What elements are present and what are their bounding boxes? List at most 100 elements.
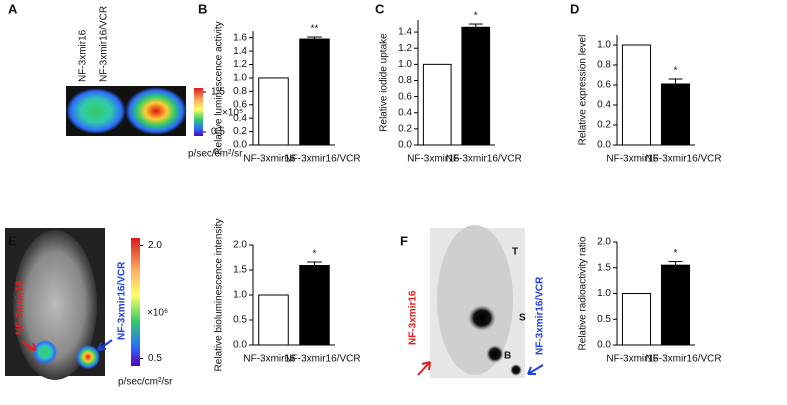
panel-label: F — [400, 233, 408, 248]
y-tick-label: 1.2 — [233, 59, 247, 70]
y-tick-label: 0.0 — [233, 140, 247, 151]
y-axis-label: Relative expression level — [578, 35, 589, 146]
colorbar-unit: p/sec/cm²/sr — [118, 377, 173, 388]
y-tick-label: 1.0 — [398, 59, 412, 70]
y-tick-label: 0.0 — [398, 140, 412, 151]
y-tick-label: 1.0 — [597, 288, 611, 299]
y-tick-label: 1.5 — [597, 262, 611, 273]
bar — [422, 63, 452, 146]
y-tick-label: 0.2 — [398, 124, 412, 135]
arrow — [21, 341, 37, 351]
colorbar — [131, 238, 140, 366]
image-label: NF-3xmir16/VCR — [117, 261, 128, 340]
bar — [299, 265, 330, 346]
colorbar-tick-label: 0.5 — [211, 127, 225, 138]
panel-label: C — [375, 1, 385, 16]
x-tick-label: NF-3xmir16/VCR — [284, 154, 360, 165]
y-tick-label: 0.8 — [398, 75, 412, 86]
panel-label: E — [8, 233, 17, 248]
bar — [461, 26, 491, 146]
panel-label: B — [198, 1, 207, 16]
spot — [510, 364, 522, 376]
spot — [486, 345, 504, 363]
colorbar — [194, 88, 203, 136]
significance: ** — [311, 24, 319, 35]
colorbar-multiplier: ×10⁵ — [222, 108, 243, 119]
arrow — [417, 361, 431, 376]
bar — [660, 264, 691, 346]
y-tick-label: 0.8 — [597, 60, 611, 71]
y-tick-label: 2.0 — [233, 240, 247, 251]
y-tick-label: 0.5 — [597, 314, 611, 325]
y-tick-label: 1.0 — [233, 73, 247, 84]
spot — [468, 305, 496, 331]
y-axis-label: Relative bioluminescence intensity — [214, 219, 225, 372]
x-tick-label: NF-3xmir16 — [407, 154, 460, 165]
y-tick-label: 0.6 — [398, 91, 412, 102]
image-label: NF-3xmir16 — [15, 280, 26, 335]
significance: * — [674, 66, 678, 77]
y-tick-label: 1.6 — [233, 32, 247, 43]
bar — [258, 294, 289, 346]
signal — [76, 345, 100, 369]
y-tick-label: 0.6 — [597, 80, 611, 91]
signal — [125, 87, 187, 135]
x-tick-label: NF-3xmir16 — [243, 354, 296, 365]
y-axis-label: Relative radioactivity ratio — [578, 236, 589, 350]
image-label: NF-3xmir16/VCR — [535, 276, 546, 355]
x-tick-label: NF-3xmir16 — [606, 154, 659, 165]
image-label: NF-3xmir16 — [78, 29, 89, 82]
y-tick-label: 0.4 — [597, 100, 611, 111]
y-tick-label: 0.5 — [233, 315, 247, 326]
colorbar-tick-label: 2.0 — [148, 240, 162, 251]
signal — [66, 88, 126, 134]
y-tick-label: 0.2 — [233, 126, 247, 137]
x-tick-label: NF-3xmir16/VCR — [284, 354, 360, 365]
colorbar-multiplier: ×10⁶ — [147, 308, 168, 319]
colorbar-tick-label: 0.5 — [148, 353, 162, 364]
x-tick-label: NF-3xmir16/VCR — [645, 354, 721, 365]
y-tick-label: 0.8 — [233, 86, 247, 97]
y-tick-label: 1.4 — [398, 27, 412, 38]
significance: * — [674, 248, 678, 259]
image-label: NF-3xmir16/VCR — [99, 6, 110, 82]
y-axis-label: Relative iodide uptake — [379, 33, 390, 132]
bar — [660, 83, 691, 146]
x-tick-label: NF-3xmir16 — [606, 354, 659, 365]
y-tick-label: 0.6 — [233, 99, 247, 110]
organ-label: S — [519, 313, 526, 324]
x-tick-label: NF-3xmir16 — [243, 154, 296, 165]
organ-label: T — [512, 247, 518, 258]
colorbar-tick-label: 1.5 — [211, 87, 225, 98]
y-tick-label: 1.0 — [233, 290, 247, 301]
bar — [299, 38, 330, 146]
arrow — [97, 339, 113, 351]
y-tick-label: 1.4 — [233, 46, 247, 57]
x-tick-label: NF-3xmir16/VCR — [645, 154, 721, 165]
y-tick-label: 0.2 — [597, 120, 611, 131]
panel-label: A — [8, 1, 18, 16]
y-tick-label: 0.4 — [398, 107, 412, 118]
significance: * — [474, 11, 478, 22]
body — [437, 225, 513, 375]
y-tick-label: 1.5 — [233, 265, 247, 276]
significance: * — [313, 249, 317, 260]
y-tick-label: 1.0 — [597, 40, 611, 51]
mouse — [13, 230, 97, 380]
bar — [258, 77, 289, 146]
y-tick-label: 0.0 — [597, 140, 611, 151]
signal — [33, 340, 57, 364]
y-tick-label: 0.0 — [233, 340, 247, 351]
y-tick-label: 0.4 — [233, 113, 247, 124]
y-tick-label: 1.2 — [398, 43, 412, 54]
image-label: NF-3xmir16 — [408, 290, 419, 345]
y-axis-label: Relative luminescence activity — [214, 21, 225, 154]
y-tick-label: 0.0 — [597, 340, 611, 351]
bar — [621, 44, 652, 146]
organ-label: B — [504, 351, 511, 362]
y-tick-label: 2.0 — [597, 237, 611, 248]
bar — [621, 293, 652, 346]
x-tick-label: NF-3xmir16/VCR — [446, 154, 522, 165]
colorbar-unit: p/sec/cm²/sr — [188, 149, 243, 160]
